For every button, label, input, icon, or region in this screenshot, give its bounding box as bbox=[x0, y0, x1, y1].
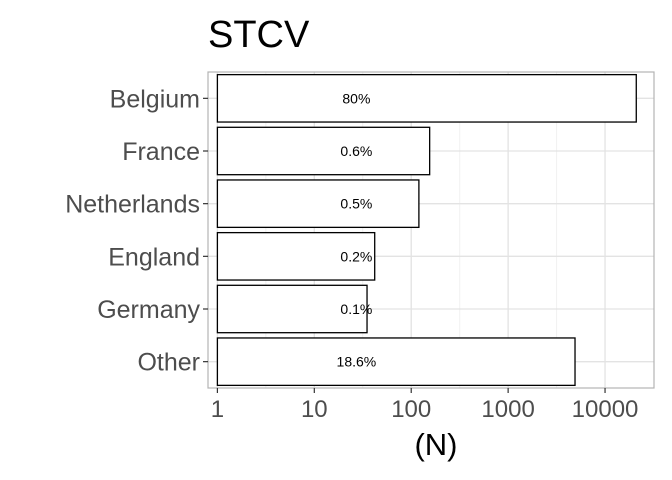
category-label-other: Other bbox=[137, 349, 200, 377]
category-label-germany: Germany bbox=[97, 296, 200, 324]
bars: 80% 0.6% 0.5% 0.2% 0.1% 18.6% bbox=[216, 73, 637, 387]
bar-belgium bbox=[216, 73, 637, 123]
category-label-belgium: Belgium bbox=[110, 85, 200, 113]
category-labels: Belgium France Netherlands England Germany Ot… bbox=[65, 85, 200, 376]
bar-france bbox=[216, 126, 431, 176]
bar-value-label: 0.5% bbox=[340, 196, 372, 212]
category-label-france: France bbox=[122, 138, 200, 166]
bar-value-label: 0.6% bbox=[340, 143, 372, 159]
x-tick-label: 10000 bbox=[572, 396, 639, 423]
bar-value-label: 0.2% bbox=[340, 248, 372, 264]
bar-value-label: 0.1% bbox=[340, 301, 372, 317]
bar-germany bbox=[216, 284, 368, 334]
axis-ticks bbox=[203, 97, 606, 393]
x-tick-label: 1 bbox=[211, 396, 224, 423]
panel-border bbox=[207, 71, 655, 389]
category-label-england: England bbox=[108, 243, 200, 271]
chart-title: STCV bbox=[208, 14, 310, 56]
x-tick-label: 100 bbox=[391, 396, 431, 423]
bar-value-label: 80% bbox=[342, 90, 370, 106]
bar-netherlands bbox=[216, 179, 420, 229]
bar-other bbox=[216, 337, 576, 387]
x-axis-label: (N) bbox=[414, 427, 457, 462]
x-tick-label: 10 bbox=[301, 396, 328, 423]
bar-value-label: 18.6% bbox=[337, 354, 377, 370]
x-tick-labels: 1 10 100 1000 10000 bbox=[211, 396, 639, 423]
x-tick-label: 1000 bbox=[481, 396, 534, 423]
category-label-netherlands: Netherlands bbox=[65, 191, 200, 219]
bar-england bbox=[216, 231, 376, 281]
